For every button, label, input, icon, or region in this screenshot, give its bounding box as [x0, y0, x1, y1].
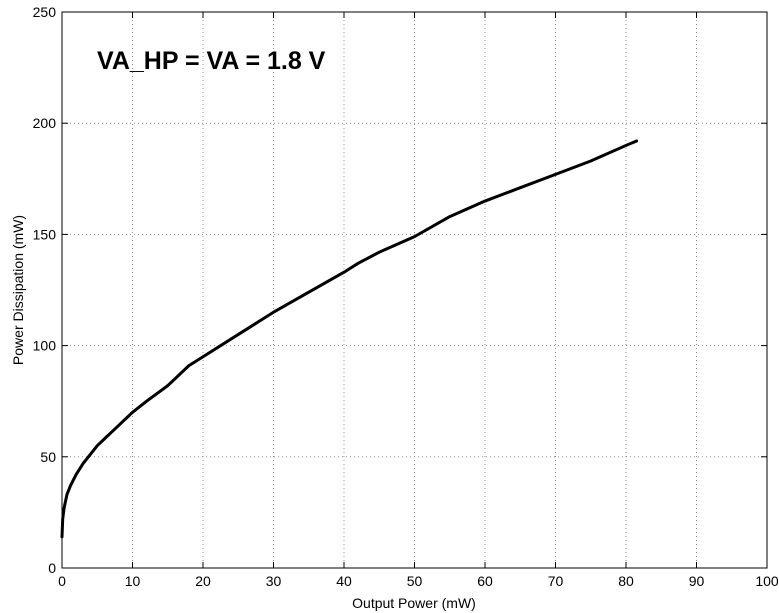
series-layer: [60, 139, 639, 539]
y-tick-label: 150: [33, 226, 57, 242]
y-tick-label: 0: [48, 560, 56, 576]
axis-ticks: [61, 11, 768, 569]
x-tick-label: 90: [689, 573, 705, 589]
y-axis-label: Power Dissipation (mW): [10, 215, 26, 365]
x-tick-label: 40: [336, 573, 352, 589]
tick-labels: 0 10 20 30 40 50 60 70 80 90 100 0 50 100 150 200 250: [33, 4, 779, 589]
x-tick-label: 30: [266, 573, 282, 589]
y-tick-label: 200: [33, 115, 57, 131]
series-line: [60, 139, 639, 539]
x-tick-label: 60: [477, 573, 493, 589]
x-tick-label: 0: [58, 573, 66, 589]
x-tick-label: 50: [407, 573, 423, 589]
x-tick-label: 100: [755, 573, 779, 589]
grid: [62, 12, 767, 568]
y-tick-label: 250: [33, 4, 57, 20]
x-tick-label: 70: [548, 573, 564, 589]
x-tick-label: 20: [195, 573, 211, 589]
x-tick-label: 80: [618, 573, 634, 589]
x-axis-label: Output Power (mW): [352, 595, 476, 611]
y-tick-label: 100: [33, 338, 57, 354]
x-tick-label: 10: [125, 573, 141, 589]
y-tick-label: 50: [40, 449, 56, 465]
annotation-text: VA_HP = VA = 1.8 V: [97, 47, 326, 75]
